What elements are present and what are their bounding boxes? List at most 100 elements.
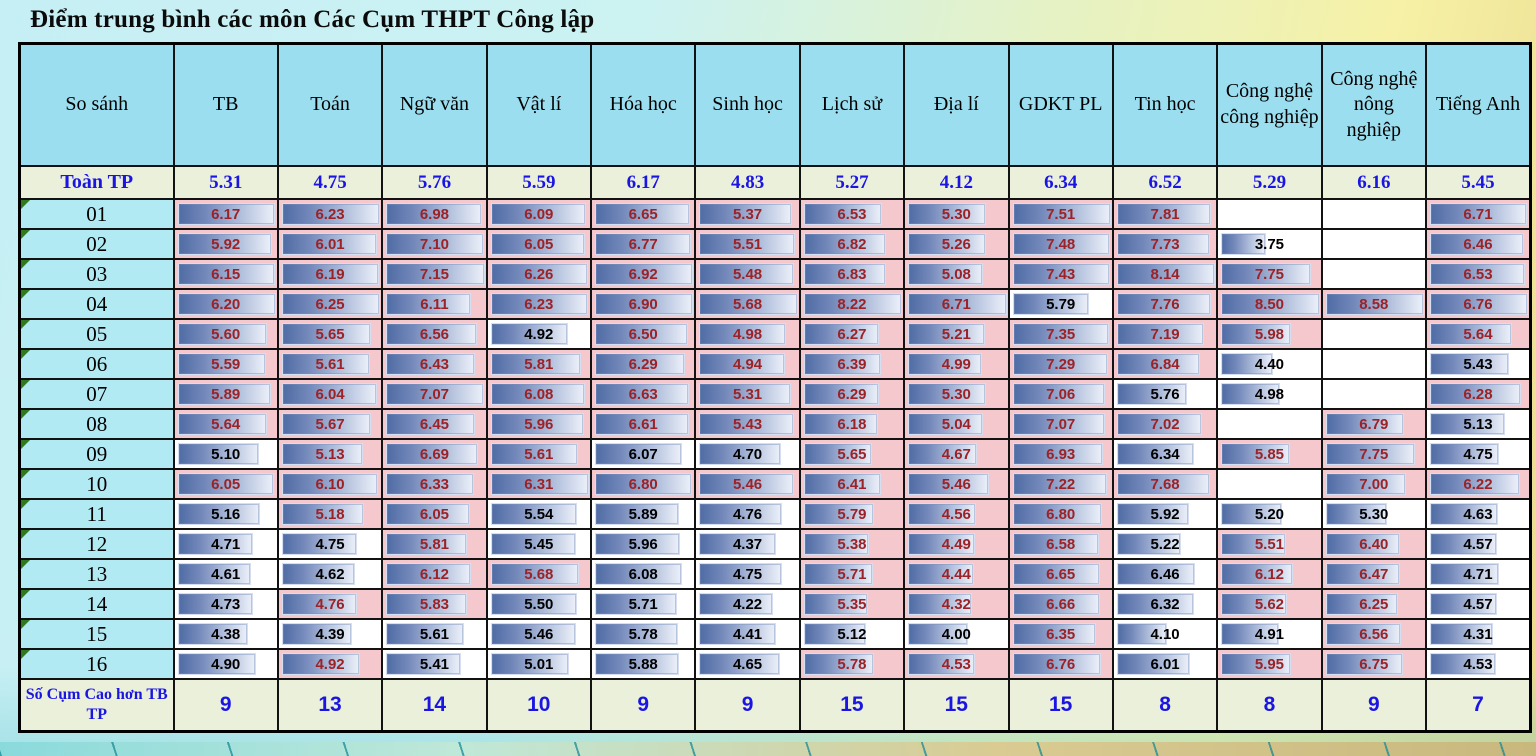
score-cell[interactable]: 6.39 xyxy=(798,348,906,380)
score-cell[interactable]: 5.20 xyxy=(1216,498,1323,530)
score-cell[interactable]: 7.02 xyxy=(1111,408,1219,440)
score-cell[interactable]: 6.29 xyxy=(589,348,697,380)
score-cell[interactable]: 6.45 xyxy=(381,408,488,440)
score-cell[interactable]: 6.19 xyxy=(276,258,384,290)
score-cell[interactable]: 5.35 xyxy=(798,588,906,620)
score-cell[interactable]: 5.08 xyxy=(903,258,1010,290)
score-cell[interactable]: 4.00 xyxy=(903,618,1010,650)
score-cell[interactable]: 6.82 xyxy=(798,228,906,260)
score-cell[interactable] xyxy=(1216,198,1323,230)
score-cell[interactable]: 4.61 xyxy=(172,558,279,590)
city-average-cell[interactable]: 5.31 xyxy=(172,165,279,200)
score-cell[interactable]: 6.56 xyxy=(381,318,488,350)
score-cell[interactable]: 5.43 xyxy=(1425,348,1532,380)
score-cell[interactable]: 6.33 xyxy=(381,468,488,500)
city-average-cell[interactable]: 5.76 xyxy=(381,165,488,200)
score-cell[interactable]: 5.54 xyxy=(485,498,593,530)
score-cell[interactable]: 4.41 xyxy=(694,618,801,650)
score-cell[interactable]: 7.07 xyxy=(381,378,488,410)
higher-count-cell[interactable]: 15 xyxy=(1007,678,1114,733)
score-cell[interactable]: 6.53 xyxy=(798,198,906,230)
city-average-cell[interactable]: 5.29 xyxy=(1216,165,1323,200)
score-cell[interactable]: 7.48 xyxy=(1007,228,1114,260)
city-average-cell[interactable]: 6.52 xyxy=(1111,165,1219,200)
higher-count-cell[interactable]: 8 xyxy=(1216,678,1323,733)
column-header-4[interactable]: Vật lí xyxy=(485,42,593,167)
score-cell[interactable]: 6.05 xyxy=(172,468,279,500)
score-cell[interactable]: 6.22 xyxy=(1425,468,1532,500)
score-cell[interactable]: 6.53 xyxy=(1425,258,1532,290)
city-average-cell[interactable]: 4.12 xyxy=(903,165,1010,200)
score-cell[interactable]: 4.57 xyxy=(1425,588,1532,620)
score-cell[interactable]: 4.53 xyxy=(1425,648,1532,680)
score-cell[interactable]: 4.75 xyxy=(1425,438,1532,470)
score-cell[interactable]: 6.71 xyxy=(903,288,1010,320)
score-cell[interactable]: 5.89 xyxy=(172,378,279,410)
higher-count-cell[interactable]: 13 xyxy=(276,678,384,733)
score-cell[interactable]: 5.41 xyxy=(381,648,488,680)
score-cell[interactable]: 6.05 xyxy=(381,498,488,530)
score-cell[interactable]: 4.39 xyxy=(276,618,384,650)
score-cell[interactable]: 5.13 xyxy=(276,438,384,470)
cluster-row-label[interactable]: 16 xyxy=(18,648,175,680)
score-cell[interactable]: 4.73 xyxy=(172,588,279,620)
score-cell[interactable]: 6.34 xyxy=(1111,438,1219,470)
score-cell[interactable]: 8.14 xyxy=(1111,258,1219,290)
score-cell[interactable]: 6.65 xyxy=(1007,558,1114,590)
score-cell[interactable]: 6.28 xyxy=(1425,378,1532,410)
score-cell[interactable]: 5.81 xyxy=(381,528,488,560)
cluster-row-label[interactable]: 04 xyxy=(18,288,175,320)
score-cell[interactable]: 5.46 xyxy=(694,468,801,500)
score-cell[interactable]: 4.65 xyxy=(694,648,801,680)
score-cell[interactable] xyxy=(1216,468,1323,500)
cluster-row-label[interactable]: 07 xyxy=(18,378,175,410)
score-cell[interactable]: 7.75 xyxy=(1320,438,1428,470)
score-cell[interactable]: 5.13 xyxy=(1425,408,1532,440)
score-cell[interactable]: 5.61 xyxy=(276,348,384,380)
city-average-cell[interactable]: 6.34 xyxy=(1007,165,1114,200)
city-average-cell[interactable]: 4.83 xyxy=(694,165,801,200)
score-cell[interactable] xyxy=(1216,408,1323,440)
higher-count-cell[interactable]: 8 xyxy=(1111,678,1219,733)
score-cell[interactable]: 6.32 xyxy=(1111,588,1219,620)
score-cell[interactable]: 4.38 xyxy=(172,618,279,650)
score-cell[interactable]: 6.69 xyxy=(381,438,488,470)
score-cell[interactable]: 6.75 xyxy=(1320,648,1428,680)
score-cell[interactable]: 5.78 xyxy=(798,648,906,680)
column-header-7[interactable]: Lịch sử xyxy=(798,42,906,167)
score-cell[interactable]: 6.20 xyxy=(172,288,279,320)
score-cell[interactable]: 5.59 xyxy=(172,348,279,380)
score-cell[interactable]: 5.61 xyxy=(485,438,593,470)
column-header-12[interactable]: Công nghệ nông nghiệp xyxy=(1320,42,1428,167)
score-cell[interactable]: 5.96 xyxy=(485,408,593,440)
score-cell[interactable]: 6.08 xyxy=(589,558,697,590)
score-cell[interactable]: 5.30 xyxy=(903,378,1010,410)
score-cell[interactable] xyxy=(1320,318,1428,350)
score-cell[interactable]: 5.51 xyxy=(1216,528,1323,560)
city-average-cell[interactable]: 5.59 xyxy=(485,165,593,200)
score-cell[interactable]: 5.68 xyxy=(694,288,801,320)
cluster-row-label[interactable]: 09 xyxy=(18,438,175,470)
score-cell[interactable] xyxy=(1320,378,1428,410)
column-header-6[interactable]: Sinh học xyxy=(694,42,801,167)
score-cell[interactable]: 5.60 xyxy=(172,318,279,350)
cluster-row-label[interactable]: 08 xyxy=(18,408,175,440)
score-cell[interactable]: 7.19 xyxy=(1111,318,1219,350)
score-cell[interactable]: 4.70 xyxy=(694,438,801,470)
score-cell[interactable]: 6.46 xyxy=(1425,228,1532,260)
score-cell[interactable]: 6.11 xyxy=(381,288,488,320)
score-cell[interactable]: 6.12 xyxy=(381,558,488,590)
score-cell[interactable]: 6.47 xyxy=(1320,558,1428,590)
score-cell[interactable]: 5.50 xyxy=(485,588,593,620)
column-header-2[interactable]: Toán xyxy=(276,42,384,167)
score-cell[interactable]: 7.81 xyxy=(1111,198,1219,230)
score-cell[interactable]: 4.94 xyxy=(694,348,801,380)
score-cell[interactable]: 6.04 xyxy=(276,378,384,410)
score-cell[interactable]: 5.61 xyxy=(381,618,488,650)
column-header-9[interactable]: GDKT PL xyxy=(1007,42,1114,167)
higher-count-cell[interactable]: 15 xyxy=(798,678,906,733)
score-cell[interactable]: 6.27 xyxy=(798,318,906,350)
score-cell[interactable]: 6.18 xyxy=(798,408,906,440)
higher-count-cell[interactable]: 15 xyxy=(903,678,1010,733)
score-cell[interactable]: 6.61 xyxy=(589,408,697,440)
